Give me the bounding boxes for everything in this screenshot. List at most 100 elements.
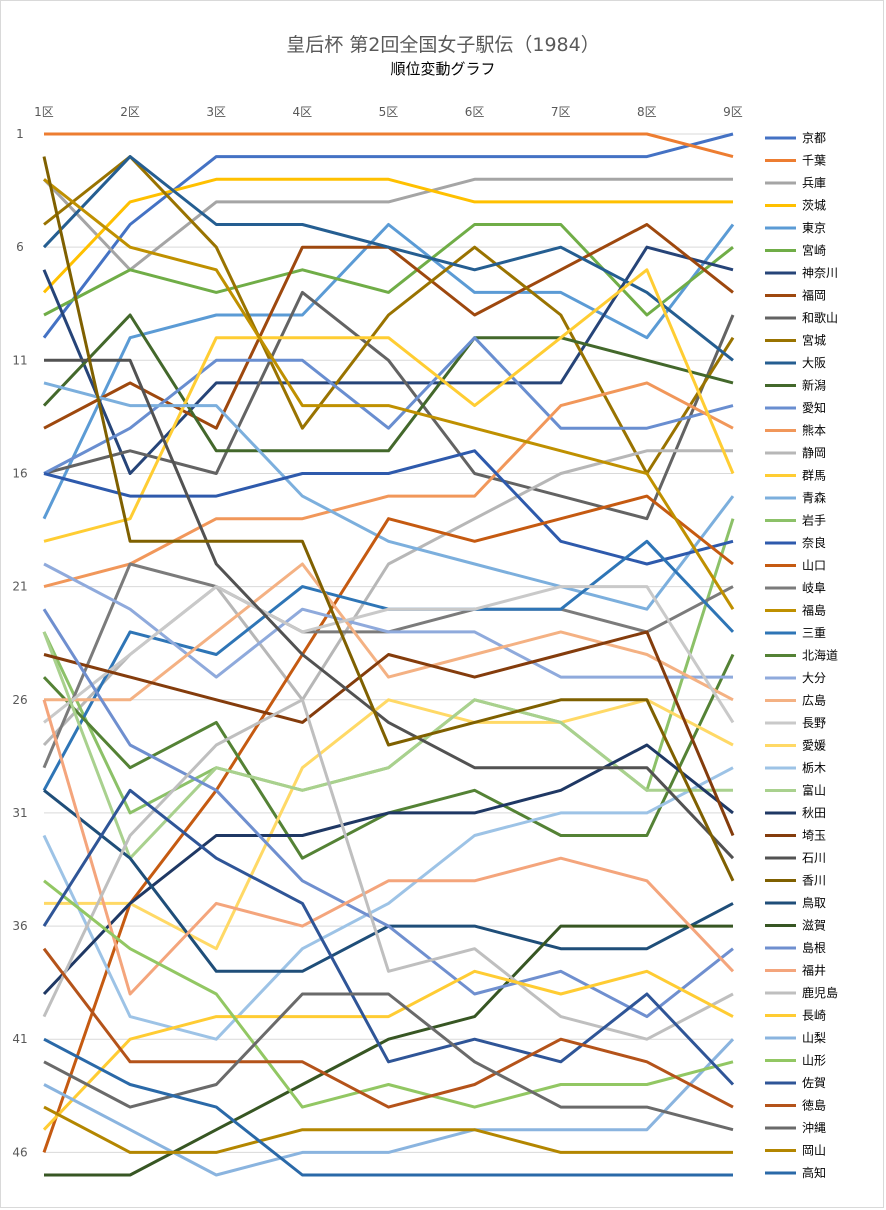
legend-label-26: 長野 xyxy=(802,716,826,730)
x-tick-label: 5区 xyxy=(379,105,399,119)
series-line-9 xyxy=(43,155,735,475)
legend-label-3: 茨城 xyxy=(802,199,826,213)
legend-label-42: 佐賀 xyxy=(802,1076,826,1090)
series-line-27 xyxy=(44,698,734,951)
series-line-4 xyxy=(42,223,735,520)
series-line-24 xyxy=(43,562,733,679)
series-line-19 xyxy=(42,494,734,1153)
legend-label-32: 石川 xyxy=(802,851,826,865)
x-tick-label: 7区 xyxy=(551,105,571,119)
legend-label-33: 香川 xyxy=(802,874,826,888)
legend-label-9: 宮城 xyxy=(802,333,826,348)
y-tick-label: 16 xyxy=(12,466,27,480)
legend-label-24: 大分 xyxy=(802,671,826,685)
legend-label-18: 奈良 xyxy=(802,535,826,550)
series-line-18 xyxy=(43,449,734,566)
series-line-39 xyxy=(42,969,734,1131)
y-tick-label: 26 xyxy=(12,693,27,707)
legend-label-45: 岡山 xyxy=(802,1144,826,1158)
series-line-31 xyxy=(43,630,735,837)
series-line-20 xyxy=(42,562,734,769)
series-line-44 xyxy=(43,992,734,1132)
legend-label-46: 高知 xyxy=(802,1165,826,1180)
x-tick-label: 2区 xyxy=(120,105,140,119)
y-tick-label: 41 xyxy=(12,1032,27,1046)
series-line-11 xyxy=(42,313,734,453)
chart-title: 皇后杯 第2回全国女子駅伝（1984） xyxy=(286,34,600,56)
legend-label-19: 山口 xyxy=(802,559,826,573)
series-line-41 xyxy=(43,879,734,1109)
series-line-5 xyxy=(43,223,734,317)
series-line-26 xyxy=(43,585,735,724)
series-line-35 xyxy=(44,924,733,1177)
legend-label-11: 新潟 xyxy=(802,378,826,393)
legend-label-44: 沖縄 xyxy=(802,1120,826,1135)
series-line-45 xyxy=(43,1105,733,1154)
x-tick-label: 9区 xyxy=(723,105,743,119)
series-line-25 xyxy=(44,562,734,702)
legend-label-40: 山梨 xyxy=(802,1031,826,1045)
legend-label-4: 東京 xyxy=(802,221,826,235)
legend-label-13: 熊本 xyxy=(802,423,826,438)
x-tick-label: 6区 xyxy=(465,105,485,119)
y-tick-label: 6 xyxy=(16,240,24,254)
legend-label-25: 広島 xyxy=(802,693,826,708)
series-line-30 xyxy=(42,743,734,996)
legend-label-2: 兵庫 xyxy=(802,176,826,190)
series-line-40 xyxy=(43,1038,735,1177)
series-line-42 xyxy=(42,788,735,1086)
x-tick-label: 4区 xyxy=(293,105,313,119)
series-line-46 xyxy=(43,1037,733,1177)
x-tick-label: 3区 xyxy=(206,105,226,119)
legend-label-17: 岩手 xyxy=(802,513,826,528)
y-tick-label: 36 xyxy=(12,919,27,933)
legend-label-38: 鹿児島 xyxy=(802,985,838,1000)
series-line-1 xyxy=(44,132,734,159)
legend-label-43: 徳島 xyxy=(802,1098,826,1113)
legend-label-7: 福岡 xyxy=(802,288,826,303)
series-line-28 xyxy=(42,766,734,1041)
series-line-21 xyxy=(43,178,735,611)
legend-label-10: 大阪 xyxy=(802,356,826,370)
series-line-43 xyxy=(42,947,734,1109)
legend-label-1: 千葉 xyxy=(802,154,826,168)
legend-label-23: 北海道 xyxy=(802,648,838,663)
legend-label-16: 青森 xyxy=(802,490,826,505)
y-tick-label: 11 xyxy=(12,353,27,367)
legend-label-8: 和歌山 xyxy=(802,310,838,325)
legend-label-35: 滋賀 xyxy=(802,919,826,933)
x-axis-ticks: 1区 2区 3区 4区 5区 6区 7区 8区 9区 xyxy=(34,105,743,119)
y-tick-label: 31 xyxy=(12,806,27,820)
series-line-16 xyxy=(43,381,735,611)
legend-label-0: 京都 xyxy=(802,131,826,145)
series-line-32 xyxy=(44,358,735,860)
chart-subtitle: 順位変動グラフ xyxy=(390,60,496,78)
legend-label-28: 栃木 xyxy=(802,761,826,775)
y-tick-label: 1 xyxy=(16,127,24,141)
legend-label-12: 愛知 xyxy=(802,401,826,415)
legend-label-37: 福井 xyxy=(802,963,826,978)
y-tick-label: 46 xyxy=(12,1145,27,1159)
legend-label-6: 神奈川 xyxy=(802,266,838,280)
legend-label-31: 埼玉 xyxy=(802,829,826,843)
legend-label-5: 宮崎 xyxy=(802,243,826,258)
series-lines xyxy=(42,132,735,1177)
legend-label-27: 愛媛 xyxy=(802,739,826,753)
series-line-13 xyxy=(43,381,734,589)
series-line-36 xyxy=(42,608,734,1019)
legend-label-29: 富山 xyxy=(802,783,826,798)
grid-lines xyxy=(44,133,733,1153)
legend-label-41: 山形 xyxy=(802,1054,826,1068)
x-tick-label: 8区 xyxy=(637,105,657,119)
series-line-10 xyxy=(42,155,734,362)
legend-label-15: 群馬 xyxy=(802,469,826,483)
legend: 京都千葉兵庫茨城東京宮崎神奈川福岡和歌山宮城大阪新潟愛知熊本静岡群馬青森岩手奈良… xyxy=(765,131,838,1180)
series-line-15 xyxy=(43,268,735,543)
legend-label-22: 三重 xyxy=(802,626,826,640)
y-tick-label: 21 xyxy=(12,580,27,594)
legend-label-39: 長崎 xyxy=(802,1009,826,1023)
legend-label-30: 秋田 xyxy=(802,806,826,820)
